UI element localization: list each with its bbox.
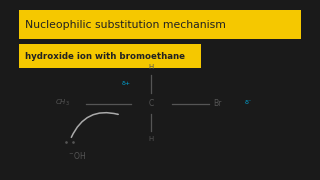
Text: H: H: [148, 136, 154, 142]
Text: δ+: δ+: [122, 81, 131, 86]
FancyArrowPatch shape: [71, 113, 118, 137]
Text: $CH_3$: $CH_3$: [55, 98, 70, 108]
FancyBboxPatch shape: [19, 44, 201, 68]
Text: H: H: [148, 64, 154, 70]
Text: Nucleophilic substitution mechanism: Nucleophilic substitution mechanism: [25, 20, 226, 30]
Text: Br: Br: [213, 99, 221, 108]
Text: C: C: [148, 99, 154, 108]
Text: hydroxide ion with bromoethane: hydroxide ion with bromoethane: [25, 52, 185, 61]
FancyBboxPatch shape: [19, 10, 301, 39]
Text: δ⁻: δ⁻: [245, 100, 252, 105]
Text: $^-$OH: $^-$OH: [67, 150, 87, 161]
